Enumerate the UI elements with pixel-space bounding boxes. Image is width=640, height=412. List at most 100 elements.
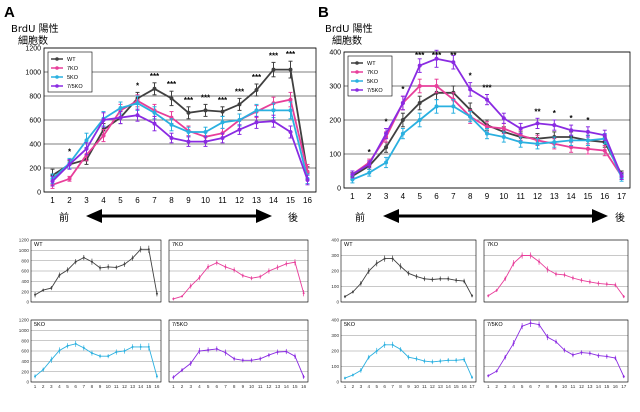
small-data-point-a-wt: [82, 256, 85, 259]
small-data-point-a-wt: [99, 266, 102, 269]
legend-marker-b-7ko: [355, 70, 359, 74]
data-point-a-wt: [254, 88, 259, 92]
small-ytick-b-5ko-200: 200: [331, 349, 339, 354]
direction-front-a: 前: [59, 211, 69, 224]
small-data-point-a-7ko: [241, 274, 244, 277]
small-data-point-a-7-5ko: [250, 359, 253, 362]
small-data-point-b-wt: [383, 257, 386, 260]
small-frame-a-7ko: [168, 239, 309, 303]
xtick-a-8: 8: [169, 196, 174, 205]
small-data-point-b-5ko: [447, 359, 450, 362]
xtick-a-6: 6: [135, 196, 140, 205]
small-xtick-b-5ko-12: 12: [430, 384, 436, 389]
small-data-point-a-5ko: [123, 350, 126, 352]
small-series-line-a-7-5ko: [173, 348, 305, 378]
small-xtick-a-7-5ko-14: 14: [284, 384, 290, 389]
small-xtick-a-5ko-10: 10: [106, 384, 112, 389]
ytick-b-400: 400: [329, 50, 341, 57]
small-xtick-b-7-5ko-1: 1: [487, 384, 490, 389]
data-point-b-7-5ko: [602, 133, 607, 138]
xtick-b-15: 15: [583, 192, 592, 201]
data-point-a-5ko: [271, 108, 276, 113]
small-xtick-a-7-5ko-6: 6: [216, 384, 219, 389]
plot-frame-b: [343, 51, 631, 189]
xtick-b-3: 3: [384, 192, 389, 201]
small-data-point-a-7ko: [233, 268, 236, 271]
small-xtick-b-7-5ko-3: 3: [504, 384, 507, 389]
data-point-a-5ko: [84, 138, 89, 143]
small-data-point-a-wt: [50, 287, 53, 290]
small-xtick-a-7-5ko-3: 3: [189, 384, 192, 389]
significance-marker-b-8: *: [469, 72, 473, 81]
small-data-point-b-7ko: [588, 280, 591, 283]
significance-marker-b-4: *: [401, 85, 405, 94]
data-point-b-7-5ko: [367, 162, 372, 167]
small-data-point-a-wt: [58, 274, 61, 277]
small-xtick-b-5ko-2: 2: [352, 384, 355, 389]
small-data-point-b-7-5ko: [571, 353, 574, 356]
small-multiples-a: 0 200 400 600 800 1000 1200 WT 7KO 0 200 400 600 800 1…: [19, 238, 309, 389]
data-point-a-5ko: [220, 120, 225, 125]
significance-marker-a-12: ***: [235, 87, 245, 96]
small-data-point-b-7-5ko: [546, 336, 549, 339]
data-point-b-5ko: [417, 118, 422, 122]
xtick-a-14: 14: [269, 196, 278, 205]
data-point-a-5ko: [152, 110, 157, 115]
small-xtick-a-5ko-16: 16: [154, 384, 160, 389]
small-data-point-b-7ko: [487, 294, 490, 297]
direction-front-b: 前: [355, 211, 365, 224]
significance-marker-a-10: ***: [201, 93, 211, 102]
small-xtick-b-7-5ko-15: 15: [604, 384, 610, 389]
legend-label-b-7ko: 7KO: [367, 70, 379, 76]
small-data-point-b-5ko: [359, 369, 362, 372]
small-series-line-b-wt: [344, 258, 473, 297]
small-data-point-a-7-5ko: [302, 375, 305, 378]
legend-label-b-7-5ko: 7/5KO: [367, 88, 383, 94]
small-title-a-7-5ko: 7/5KO: [172, 322, 188, 328]
xtick-b-2: 2: [367, 192, 372, 201]
small-xtick-b-7-5ko-7: 7: [538, 384, 541, 389]
legend-marker-b-5ko: [355, 79, 359, 83]
small-data-point-b-5ko: [423, 360, 426, 363]
small-data-point-b-7-5ko: [512, 342, 515, 345]
small-data-point-b-wt: [391, 257, 394, 260]
small-data-point-b-5ko: [399, 348, 402, 351]
small-data-point-a-wt: [66, 268, 69, 271]
data-point-a-5ko: [237, 118, 242, 122]
xtick-b-8: 8: [468, 192, 473, 201]
ytick-a-1000: 1000: [25, 70, 41, 77]
small-xtick-b-7-5ko-5: 5: [521, 384, 524, 389]
data-point-b-7-5ko: [468, 87, 473, 92]
series-line-a-7-5ko: [51, 114, 309, 182]
small-ytick-a-5ko-1000: 1000: [19, 328, 30, 333]
small-frame-b-5ko: [340, 319, 477, 383]
small-ytick-a-5ko-1200: 1200: [19, 318, 30, 323]
xtick-a-3: 3: [84, 196, 89, 205]
small-title-b-wt: WT: [344, 242, 353, 248]
small-title-b-5ko: 5KO: [344, 322, 356, 328]
small-series-line-a-wt: [34, 248, 158, 296]
data-point-a-5ko: [288, 108, 293, 113]
data-point-b-7ko: [602, 148, 607, 153]
small-xtick-a-7-5ko-8: 8: [233, 384, 236, 389]
data-point-b-5ko: [552, 140, 557, 145]
small-data-point-a-wt: [155, 292, 158, 295]
legend-marker-a-5ko: [55, 75, 59, 79]
small-xtick-a-5ko-9: 9: [99, 384, 102, 389]
ytick-b-300: 300: [329, 84, 341, 91]
small-data-point-b-7-5ko: [504, 356, 507, 359]
small-data-point-a-7-5ko: [241, 359, 244, 362]
data-point-b-5ko: [518, 140, 523, 145]
small-data-point-a-5ko: [74, 342, 77, 345]
small-xtick-b-7-5ko-14: 14: [596, 384, 602, 389]
significance-marker-a-11: ***: [218, 96, 228, 105]
small-data-point-a-5ko: [90, 352, 93, 355]
small-xtick-a-5ko-15: 15: [146, 384, 152, 389]
small-data-point-a-7ko: [302, 292, 305, 295]
small-data-point-b-7-5ko: [555, 340, 557, 343]
xtick-b-12: 12: [533, 192, 542, 201]
data-point-b-5ko: [384, 160, 389, 165]
small-xtick-a-7-5ko-1: 1: [172, 384, 175, 389]
small-data-point-b-7ko: [546, 268, 549, 271]
